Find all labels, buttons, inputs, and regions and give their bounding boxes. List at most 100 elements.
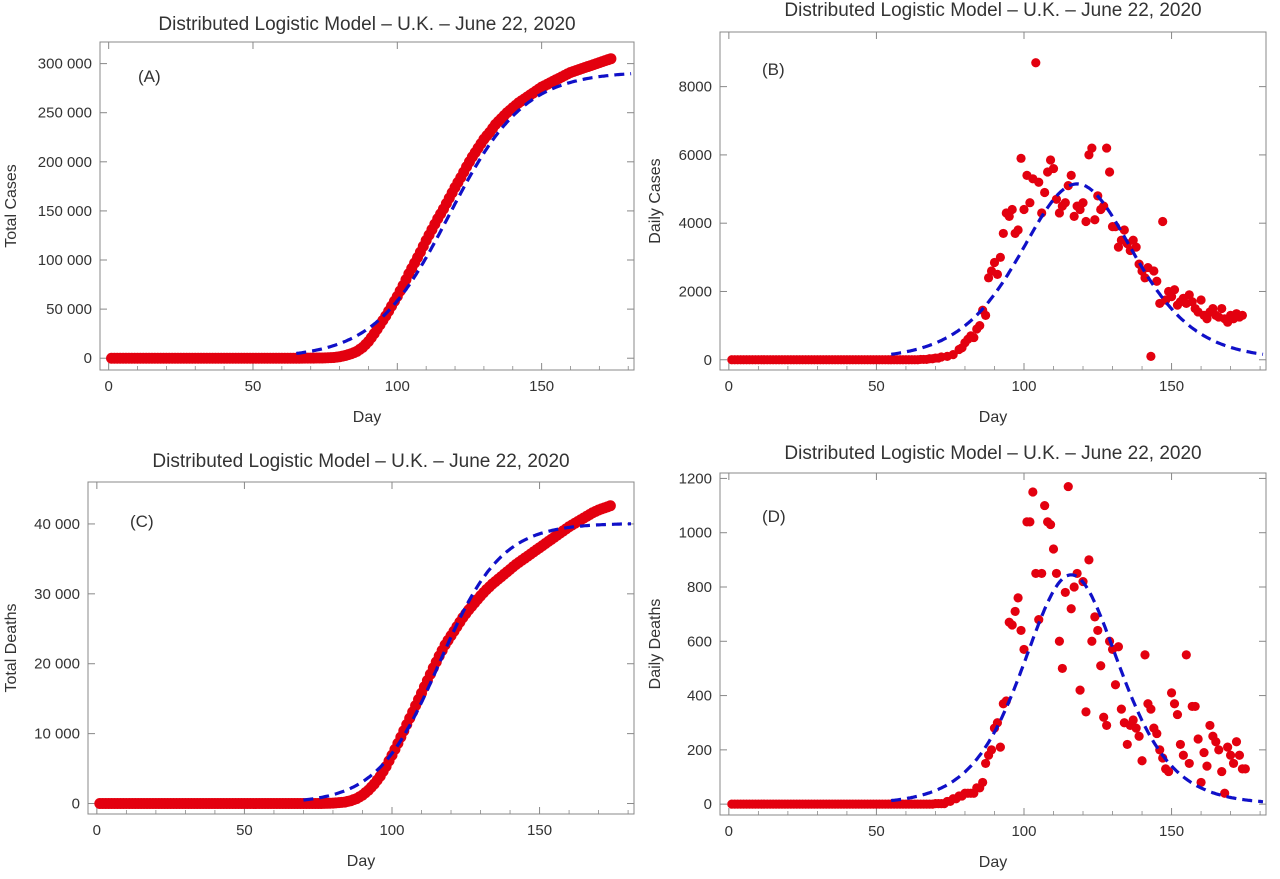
data-point	[1066, 604, 1076, 614]
data-point	[1225, 750, 1236, 760]
x-tick-label: 150	[527, 822, 552, 839]
y-tick-label: 2000	[679, 283, 712, 300]
data-point	[1034, 614, 1044, 625]
data-point	[1152, 276, 1162, 286]
data-point	[1140, 650, 1150, 660]
data-point	[1099, 201, 1109, 211]
y-tick-label: 200	[687, 742, 712, 759]
x-tick-label: 0	[104, 378, 112, 395]
y-tick-label: 0	[704, 352, 712, 369]
data-point	[1169, 699, 1180, 709]
data-point	[1031, 58, 1041, 68]
data-point	[978, 777, 988, 788]
data-point	[1137, 756, 1147, 766]
y-axis-label: Total Cases	[3, 164, 20, 248]
y-tick-label: 1200	[679, 470, 712, 487]
data-point	[1217, 303, 1227, 314]
y-axis-label: Total Deaths	[3, 604, 20, 693]
y-tick-label: 600	[687, 633, 712, 650]
chart-panel-b: Distributed Logistic Model – U.K. – June…	[647, 0, 1267, 426]
data-point	[1217, 766, 1227, 777]
data-point	[1093, 625, 1103, 636]
model-curve	[890, 573, 1264, 804]
y-tick-label: 250 000	[38, 105, 92, 122]
chart-panel-d: Distributed Logistic Model – U.K. – June…	[647, 443, 1267, 871]
data-point	[1104, 167, 1115, 177]
x-tick-label: 0	[725, 823, 733, 840]
data-point	[992, 718, 1003, 728]
x-axis-label: Day	[979, 854, 1007, 871]
model-curve	[296, 72, 632, 355]
data-point	[969, 332, 979, 343]
data-point	[1081, 216, 1091, 227]
data-point	[1075, 685, 1085, 695]
data-point	[1178, 750, 1188, 760]
chart-panel-a: Distributed Logistic Model – U.K. – June…	[3, 14, 635, 426]
data-point	[1060, 587, 1070, 598]
data-point	[992, 269, 1003, 280]
chart-title: Distributed Logistic Model – U.K. – June…	[158, 14, 575, 35]
y-tick-label: 10 000	[34, 726, 80, 743]
y-tick-label: 50 000	[46, 301, 92, 318]
plot-frame	[99, 41, 635, 371]
y-tick-label: 0	[72, 796, 80, 813]
x-axis-label: Day	[353, 409, 381, 426]
y-tick-label: 4000	[679, 215, 712, 232]
panel-label: (B)	[762, 60, 785, 79]
data-point	[1069, 211, 1079, 221]
data-point	[1045, 155, 1056, 165]
data-point	[1128, 715, 1138, 725]
data-point	[1175, 739, 1186, 750]
x-tick-label: 150	[1159, 823, 1184, 840]
y-tick-label: 150 000	[38, 203, 92, 220]
x-tick-label: 100	[385, 378, 410, 395]
data-point	[1164, 766, 1174, 777]
data-point	[1048, 544, 1059, 554]
data-point	[1149, 266, 1159, 276]
data-point	[1172, 709, 1183, 720]
data-point	[1099, 712, 1109, 722]
data-point	[1237, 310, 1247, 320]
data-point	[986, 745, 997, 755]
data-point	[1110, 680, 1121, 690]
y-tick-label: 20 000	[34, 656, 80, 673]
x-tick-label: 100	[1011, 378, 1036, 395]
data-point	[1184, 758, 1194, 769]
data-point	[1096, 661, 1106, 671]
data-point	[1116, 704, 1126, 714]
data-point	[1202, 761, 1212, 771]
data-point	[995, 742, 1005, 752]
data-point	[1166, 688, 1177, 698]
data-point	[1131, 242, 1141, 252]
data-point	[1196, 295, 1206, 305]
x-tick-label: 0	[725, 378, 733, 395]
data-point	[1169, 285, 1180, 295]
data-point	[1084, 555, 1094, 565]
data-point	[981, 758, 991, 769]
data-point	[1240, 764, 1250, 774]
data-point	[1228, 758, 1239, 769]
data-point	[1066, 170, 1076, 180]
data-point	[1054, 636, 1065, 646]
data-point	[1040, 500, 1050, 511]
data-point	[1037, 568, 1047, 579]
x-axis-label: Day	[979, 409, 1007, 426]
data-point	[1122, 739, 1132, 750]
data-point	[1034, 177, 1044, 187]
chart-title: Distributed Logistic Model – U.K. – June…	[784, 0, 1201, 21]
y-axis-label: Daily Deaths	[647, 599, 664, 690]
x-tick-label: 150	[1159, 378, 1184, 395]
x-tick-label: 50	[236, 822, 253, 839]
data-point	[1013, 593, 1023, 603]
data-point	[1078, 198, 1088, 208]
y-tick-label: 30 000	[34, 586, 80, 603]
data-point	[1090, 215, 1100, 225]
x-axis-label: Day	[347, 853, 375, 870]
data-point	[604, 500, 616, 512]
data-point	[1090, 612, 1100, 622]
data-point	[1146, 704, 1156, 714]
data-point	[605, 53, 617, 65]
data-point	[1102, 143, 1112, 153]
data-point	[1016, 153, 1026, 163]
data-point	[1196, 777, 1206, 788]
